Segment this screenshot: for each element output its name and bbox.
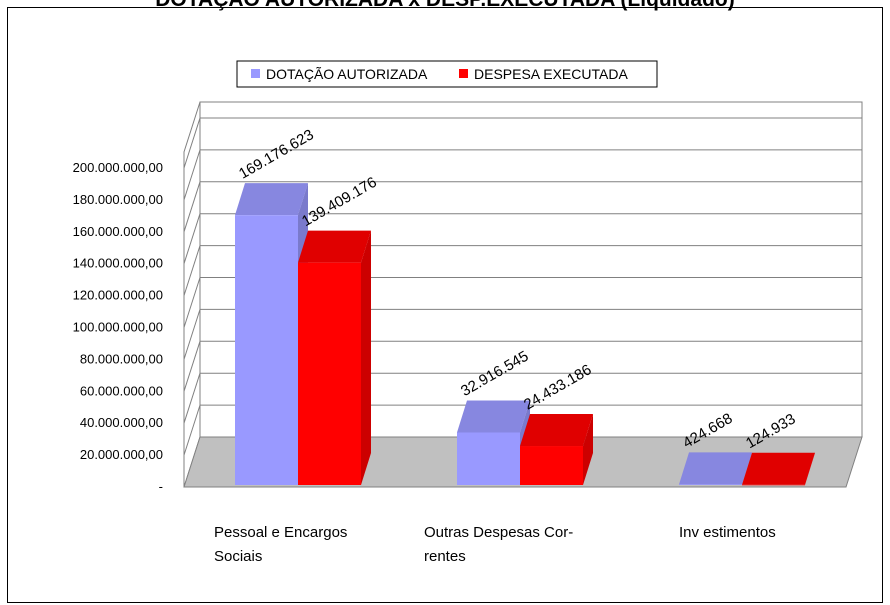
side-gridline xyxy=(183,245,201,296)
y-tick-label: 140.000.000,00 xyxy=(73,256,163,271)
bar xyxy=(742,484,805,486)
bar-top xyxy=(298,230,371,263)
bar-top xyxy=(520,414,593,447)
legend-box xyxy=(236,60,658,88)
side-gridline xyxy=(183,404,201,456)
bar xyxy=(235,215,298,486)
y-tick-label: 80.000.000,00 xyxy=(80,351,163,366)
category-label: rentes xyxy=(424,548,466,565)
y-tick-label: 200.000.000,00 xyxy=(73,160,163,175)
side-gridline xyxy=(183,213,201,264)
bar-top xyxy=(235,183,308,216)
bar xyxy=(520,446,583,485)
category-label: Pessoal e Encargos xyxy=(214,524,347,541)
y-tick-label: 20.000.000,00 xyxy=(80,447,163,462)
chart-title: DOTAÇÃO AUTORIZADA x DESP.EXECUTADA (Liq… xyxy=(0,0,890,12)
side-gridline xyxy=(183,277,201,328)
category-label: Outras Despesas Cor- xyxy=(424,524,573,541)
bar-top xyxy=(679,452,752,485)
legend-swatch xyxy=(459,69,468,78)
side-gridline xyxy=(183,309,201,360)
y-tick-label: 120.000.000,00 xyxy=(73,288,163,303)
side-gridline xyxy=(183,373,201,424)
bar xyxy=(679,484,742,485)
legend-label: DESPESA EXECUTADA xyxy=(474,66,628,82)
bar-top xyxy=(742,452,815,485)
chart-frame xyxy=(7,7,883,603)
bar xyxy=(298,262,361,485)
y-tick-label: 60.000.000,00 xyxy=(80,383,163,398)
bar-side xyxy=(583,414,593,485)
side-gridline xyxy=(183,341,201,392)
category-label: Inv estimentos xyxy=(679,524,776,541)
y-tick-label: 160.000.000,00 xyxy=(73,224,163,239)
side-gridline xyxy=(183,149,201,201)
y-tick-label: 180.000.000,00 xyxy=(73,192,163,207)
side-gridline xyxy=(183,181,201,232)
legend-swatch xyxy=(251,69,260,78)
y-tick-label: - xyxy=(159,479,163,494)
bar-top xyxy=(457,400,530,433)
side-gridline xyxy=(183,117,201,169)
bar-side xyxy=(805,452,815,485)
y-tick-label: 100.000.000,00 xyxy=(73,320,163,335)
y-tick-label: 40.000.000,00 xyxy=(80,415,163,430)
category-label: Sociais xyxy=(214,548,262,565)
legend: DOTAÇÃO AUTORIZADA DESPESA EXECUTADA xyxy=(236,60,658,88)
bar xyxy=(457,432,520,485)
bar-side xyxy=(361,230,371,485)
legend-label: DOTAÇÃO AUTORIZADA xyxy=(266,66,428,82)
